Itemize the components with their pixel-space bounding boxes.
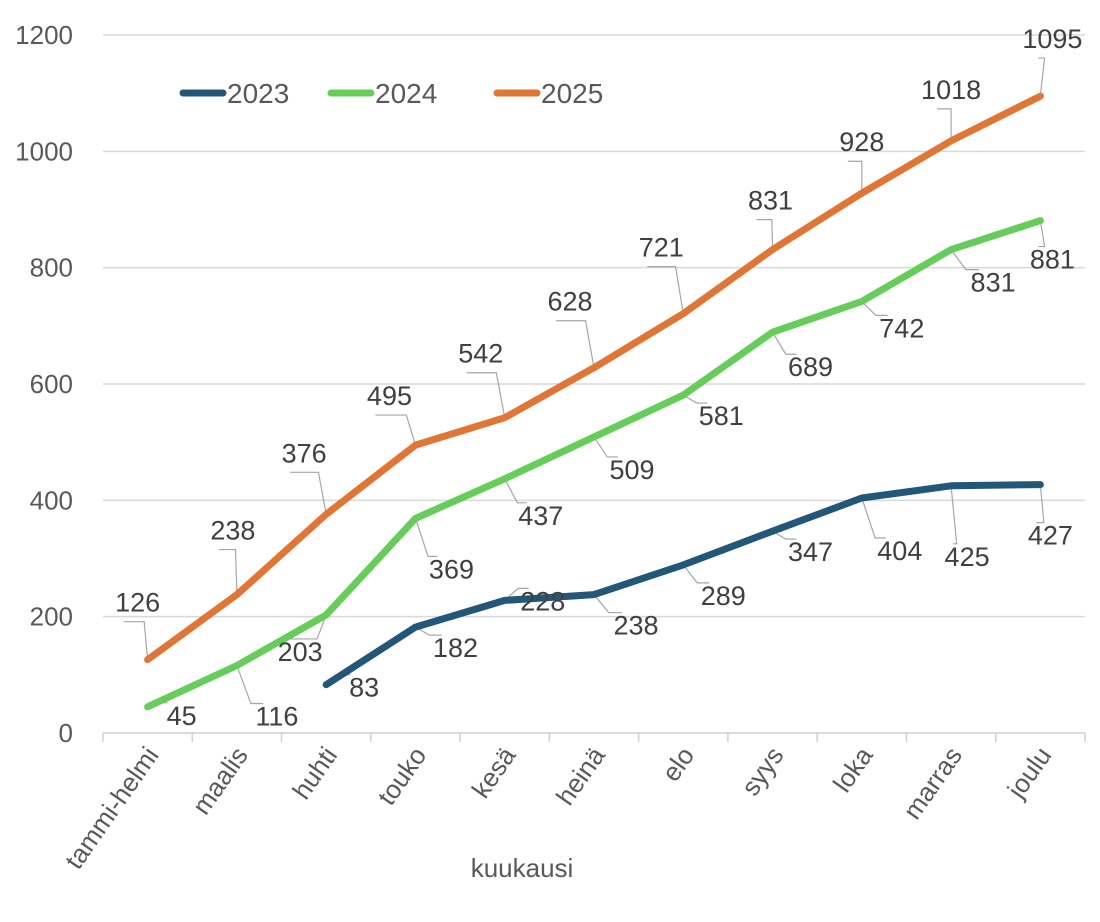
- data-label-2025-7: 831: [748, 186, 793, 216]
- x-tick-label-1: maalis: [186, 741, 254, 820]
- data-label-2025-2: 376: [282, 438, 327, 468]
- legend-label-2024: 2024: [375, 78, 437, 109]
- leader-line-2025-7: [756, 219, 774, 250]
- data-label-2024-5: 509: [609, 455, 654, 485]
- data-label-2024-9: 831: [971, 268, 1016, 298]
- x-tick-label-3: touko: [371, 741, 432, 810]
- series-line-2023: [322, 481, 1044, 689]
- data-label-2025-9: 1018: [921, 75, 981, 105]
- leader-line-2025-6: [647, 266, 684, 314]
- y-tick-label-1200: 1200: [15, 20, 73, 50]
- leader-line-2025-9: [937, 108, 952, 141]
- x-tick-label-5: heinä: [550, 741, 611, 811]
- leader-line-2023-5: [593, 594, 622, 614]
- x-tick-label-7: syys: [735, 741, 789, 801]
- data-label-2023-8: 404: [877, 536, 922, 566]
- y-tick-label-600: 600: [30, 369, 73, 399]
- data-labels: 83 182 228 238 289 347 404 425 427 45 116 203 369 437…: [115, 24, 1082, 731]
- leader-line-2025-0: [123, 621, 149, 660]
- leader-line-2024-7: [772, 331, 797, 355]
- leader-line-2024-2: [286, 614, 327, 640]
- data-label-2023-5: 238: [613, 611, 658, 641]
- legend-label-2023: 2023: [227, 78, 289, 109]
- series-lines: [144, 92, 1044, 711]
- y-tick-label-800: 800: [30, 253, 73, 283]
- leader-line-2023-4: [504, 587, 529, 601]
- label-leader-lines: [123, 57, 1046, 708]
- leader-line-2024-6: [682, 394, 708, 404]
- series-line-2024: [144, 217, 1044, 711]
- leader-line-2023-3: [415, 626, 442, 636]
- data-label-2023-3: 182: [433, 633, 478, 663]
- legend-label-2025: 2025: [541, 78, 603, 109]
- leader-line-2023-9: [950, 485, 958, 545]
- data-label-2024-8: 742: [879, 313, 924, 343]
- leader-line-2024-9: [950, 249, 980, 271]
- data-label-2025-10: 1095: [1022, 24, 1082, 54]
- leader-line-2025-1: [218, 548, 238, 595]
- data-label-2024-3: 369: [429, 554, 474, 584]
- legend: 2023 2024 2025: [179, 78, 603, 109]
- leader-line-2023-8: [861, 497, 886, 539]
- data-label-2025-6: 721: [639, 233, 684, 263]
- x-axis-title: kuukausi: [471, 853, 574, 883]
- y-tick-label-0: 0: [59, 718, 73, 748]
- leader-line-2025-3: [375, 414, 417, 446]
- y-tick-label-200: 200: [30, 602, 73, 632]
- data-label-2023-2: 83: [349, 673, 379, 703]
- data-label-2023-6: 289: [701, 581, 746, 611]
- x-tick-label-9: marras: [897, 741, 968, 824]
- data-label-2023-7: 347: [788, 537, 833, 567]
- x-tick-label-0: tammi-helmi: [59, 741, 165, 874]
- leader-line-2024-4: [504, 478, 527, 504]
- y-tick-label-400: 400: [30, 485, 73, 515]
- y-tick-label-1000: 1000: [15, 136, 73, 166]
- data-label-2025-4: 542: [458, 339, 503, 369]
- data-label-2025-8: 928: [839, 127, 884, 157]
- x-tick-label-10: joulu: [1001, 741, 1058, 804]
- data-label-2025-3: 495: [367, 381, 412, 411]
- leader-line-2023-10: [1036, 484, 1045, 524]
- leader-line-2024-10: [1038, 220, 1046, 248]
- data-label-2024-7: 689: [788, 352, 833, 382]
- leader-line-2023-7: [772, 530, 797, 540]
- data-label-2023-10: 427: [1028, 521, 1073, 551]
- x-tick-label-2: huhti: [286, 741, 343, 804]
- leader-line-2025-5: [556, 320, 595, 368]
- leader-line-2025-10: [1038, 57, 1046, 97]
- leader-line-2024-1: [236, 665, 263, 705]
- data-label-2024-2: 203: [278, 637, 323, 667]
- series-line-2025: [144, 92, 1044, 664]
- data-label-2024-0: 45: [167, 701, 197, 731]
- leader-line-2025-8: [847, 160, 863, 194]
- leader-line-2024-3: [414, 518, 438, 557]
- data-label-2025-1: 238: [210, 516, 255, 546]
- data-label-2024-4: 437: [518, 501, 563, 531]
- leader-line-2025-2: [290, 471, 327, 515]
- data-label-2024-6: 581: [699, 401, 744, 431]
- x-tick-label-4: kesä: [466, 741, 522, 804]
- leader-line-2024-5: [593, 436, 618, 458]
- data-label-2024-10: 881: [1030, 245, 1075, 275]
- y-axis-ticks: 0 200 400 600 800 1000 1200: [15, 20, 73, 748]
- x-tick-label-8: loka: [827, 741, 879, 798]
- leader-line-2025-4: [466, 372, 506, 418]
- leader-line-2023-6: [682, 564, 710, 584]
- data-label-2025-5: 628: [547, 287, 592, 317]
- data-label-2023-9: 425: [945, 542, 990, 572]
- data-label-2025-0: 126: [115, 588, 160, 618]
- gridlines: [103, 34, 1085, 734]
- x-tick-label-6: elo: [656, 741, 700, 787]
- leader-line-2024-8: [861, 300, 888, 317]
- data-label-2023-4: 228: [520, 586, 565, 616]
- data-label-2024-1: 116: [255, 702, 298, 732]
